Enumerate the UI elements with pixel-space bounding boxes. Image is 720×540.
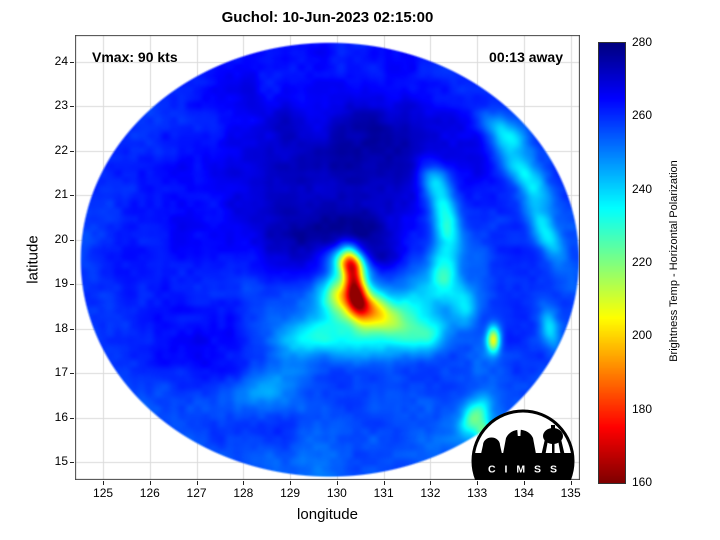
x-tick-label: 129: [280, 486, 301, 500]
observatory-dome-icon: [503, 429, 536, 454]
cimss-logo: C I M S S: [471, 409, 575, 480]
x-tick-label: 125: [93, 486, 114, 500]
y-tick-mark: [70, 195, 74, 197]
x-tick-mark: [243, 481, 245, 485]
colorbar-tick-label: 280: [632, 35, 653, 49]
small-dome-icon: [481, 437, 502, 454]
y-tick-mark: [70, 61, 74, 63]
y-tick-mark: [70, 106, 74, 108]
y-tick-label: 23: [54, 98, 68, 113]
logo-ground: [474, 453, 572, 480]
y-tick-label: 18: [54, 320, 68, 335]
vmax-annotation: Vmax: 90 kts: [92, 49, 178, 65]
water-tower-legs: [541, 439, 565, 454]
y-tick-mark: [70, 328, 74, 330]
y-tick-mark: [70, 462, 74, 464]
x-tick-mark: [290, 481, 292, 485]
colorbar-label: Brightness Temp - Horizontal Polarizatio…: [668, 160, 680, 362]
colorbar-tick-label: 180: [632, 401, 653, 416]
colorbar-tick-label: 200: [632, 328, 653, 343]
y-tick-label: 15: [54, 454, 68, 469]
cimss-logo-graphic: C I M S S: [471, 409, 575, 480]
y-axis-label: latitude: [24, 235, 42, 284]
y-tick-label: 17: [54, 365, 68, 380]
heatmap-canvas: [75, 35, 580, 480]
x-tick-label: 127: [186, 486, 207, 500]
y-tick-mark: [70, 284, 74, 286]
x-tick-mark: [103, 481, 105, 485]
colorbar-tick-label: 240: [632, 181, 653, 196]
x-tick-label: 130: [326, 486, 347, 500]
x-axis-label: longitude: [297, 506, 358, 523]
x-tick-label: 128: [233, 486, 254, 500]
y-tick-label: 21: [54, 187, 68, 202]
y-tick-mark: [70, 373, 74, 375]
x-tick-label: 131: [373, 486, 394, 500]
x-tick-label: 135: [560, 486, 581, 500]
y-tick-mark: [70, 417, 74, 419]
x-tick-mark: [196, 481, 198, 485]
y-tick-label: 19: [54, 276, 68, 291]
x-tick-label: 126: [139, 486, 160, 500]
water-tower-cap: [551, 425, 555, 429]
y-tick-label: 24: [54, 53, 68, 68]
logo-text: C I M S S: [488, 464, 560, 476]
y-tick-label: 22: [54, 142, 68, 157]
y-tick-mark: [70, 239, 74, 241]
x-tick-mark: [336, 481, 338, 485]
x-tick-mark: [383, 481, 385, 485]
x-tick-mark: [477, 481, 479, 485]
chart-title: Guchol: 10-Jun-2023 02:15:00: [221, 9, 434, 26]
colorbar-tick-label: 220: [632, 255, 653, 269]
x-tick-label: 133: [467, 486, 488, 500]
x-tick-mark: [149, 481, 151, 485]
y-tick-mark: [70, 150, 74, 152]
x-tick-label: 132: [420, 486, 441, 500]
eta-annotation: 00:13 away: [489, 49, 563, 65]
y-tick-label: 16: [54, 409, 68, 424]
colorbar-tick-label: 260: [632, 108, 653, 123]
dome-slit: [517, 425, 521, 436]
x-tick-mark: [523, 481, 525, 485]
colorbar-canvas: [598, 42, 626, 484]
colorbar-tick-label: 160: [632, 475, 653, 489]
x-tick-label: 134: [513, 486, 534, 500]
y-tick-label: 20: [54, 231, 68, 246]
x-tick-mark: [430, 481, 432, 485]
x-tick-mark: [570, 481, 572, 485]
